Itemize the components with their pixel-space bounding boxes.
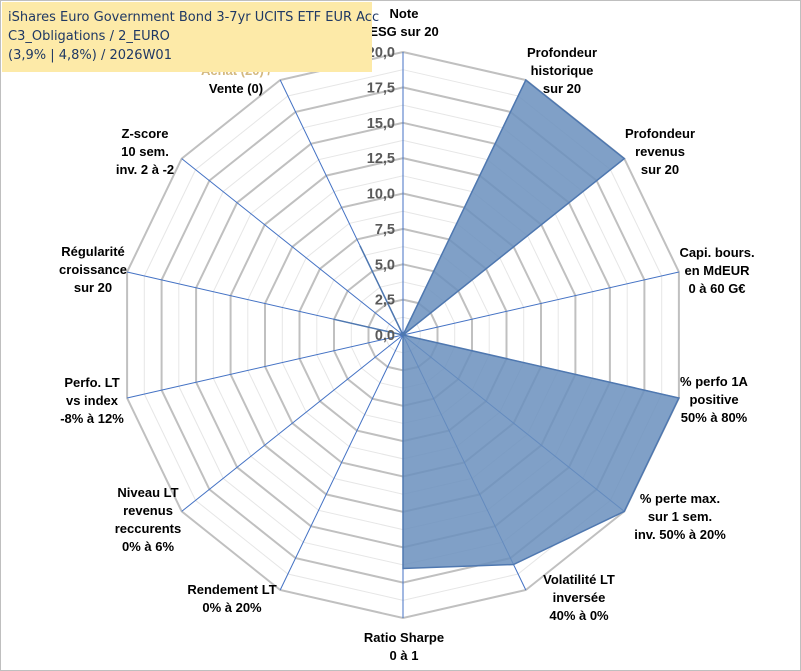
radar-spoke [279, 334, 404, 591]
radar-spoke [181, 334, 404, 512]
tick-label: 10,0 [367, 187, 395, 203]
tick-label: 20,0 [367, 45, 395, 61]
axis-label: Note ESG sur 20 [369, 6, 438, 39]
tick-label: 12,5 [367, 151, 395, 167]
axis-label: Régularité croissance sur 20 [59, 244, 127, 295]
chart-title-line-2: C3_Obligations / 2_EURO [8, 29, 170, 44]
tick-label: 2,5 [375, 293, 395, 309]
tick-label: 7,5 [375, 222, 395, 238]
axis-label: Niveau LT revenus reccurents 0% à 6% [115, 485, 181, 554]
radar-spoke [402, 271, 680, 336]
axis-label: Perfo. LT vs index -8% à 12% [60, 375, 124, 426]
tick-label: 5,0 [375, 257, 395, 273]
radar-spoke [181, 158, 404, 336]
chart-title-box: iShares Euro Government Bond 3-7yr UCITS… [2, 2, 380, 72]
tick-label: 17,5 [367, 80, 395, 96]
axis-label: Profondeur revenus sur 20 [625, 126, 695, 177]
axis-label: Profondeur historique sur 20 [527, 45, 597, 96]
axis-label: Capi. bours. en MdEUR 0 à 60 G€ [679, 245, 754, 296]
axis-label: Z-score 10 sem. inv. 2 à -2 [116, 126, 174, 177]
axis-label: Volatilité LT inversée 40% à 0% [543, 572, 615, 623]
tick-label: 0,0 [375, 328, 395, 344]
radar-series [333, 78, 680, 570]
chart-title-line-3: (3,9% | 4,8%) / 2026W01 [8, 48, 172, 63]
radar-spoke [126, 334, 404, 399]
radial-tick-labels: 0,0 2,5 5,0 7,5 10,0 12,5 15,0 17,5 20,0 [367, 45, 395, 344]
chart-title-line-1: iShares Euro Government Bond 3-7yr UCITS… [8, 10, 380, 25]
axis-label: % perfo 1A positive 50% à 80% [680, 374, 749, 425]
axis-label: % perte max. sur 1 sem. inv. 50% à 20% [634, 491, 726, 542]
tick-label: 15,0 [367, 116, 395, 132]
axis-label: Rendement LT 0% à 20% [187, 582, 276, 615]
axis-label: Ratio Sharpe 0 à 1 [364, 630, 444, 663]
